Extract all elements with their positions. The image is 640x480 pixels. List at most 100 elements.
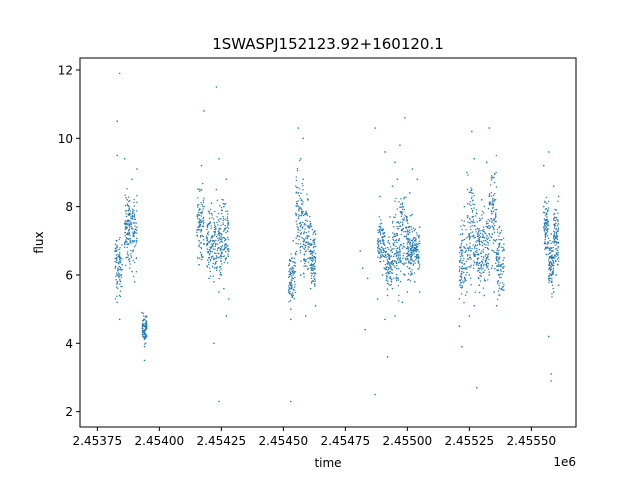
data-point xyxy=(126,256,128,259)
data-point xyxy=(494,213,497,216)
data-point xyxy=(302,272,305,275)
data-point xyxy=(475,241,477,243)
data-point xyxy=(215,269,218,272)
plot-frame xyxy=(79,57,577,428)
data-point xyxy=(128,208,130,211)
data-point xyxy=(143,345,146,348)
data-point xyxy=(416,254,418,257)
data-point xyxy=(473,237,475,239)
data-point xyxy=(131,242,133,244)
data-point xyxy=(197,217,199,220)
data-point xyxy=(397,254,399,256)
data-point xyxy=(128,243,130,245)
data-point xyxy=(288,264,290,267)
data-point xyxy=(296,186,298,189)
data-point xyxy=(546,216,548,218)
data-point xyxy=(478,220,481,222)
data-point xyxy=(136,232,138,234)
data-point xyxy=(501,273,503,275)
data-point xyxy=(555,222,557,224)
data-point xyxy=(411,269,413,271)
data-point xyxy=(470,284,472,286)
data-point xyxy=(459,284,461,286)
data-point xyxy=(380,228,382,230)
data-point xyxy=(475,215,477,217)
data-point xyxy=(495,220,497,223)
data-point xyxy=(470,220,473,223)
data-point xyxy=(557,200,559,203)
data-point xyxy=(133,222,136,224)
data-point xyxy=(545,232,548,234)
data-point xyxy=(216,260,218,263)
data-point xyxy=(397,251,400,253)
data-point xyxy=(383,250,385,252)
data-point xyxy=(309,267,312,269)
data-point xyxy=(492,194,495,196)
data-point xyxy=(478,277,480,280)
data-point xyxy=(310,258,312,260)
data-point xyxy=(549,274,552,276)
data-point xyxy=(133,246,136,248)
data-point xyxy=(293,261,296,264)
data-point xyxy=(225,238,227,240)
data-point xyxy=(400,198,402,200)
data-point xyxy=(114,298,117,300)
data-point xyxy=(290,400,292,403)
data-point xyxy=(219,241,221,244)
data-point xyxy=(396,277,399,280)
data-point xyxy=(487,262,490,265)
data-point xyxy=(551,278,553,280)
data-point xyxy=(408,225,411,228)
data-point xyxy=(484,255,486,257)
data-point xyxy=(479,252,482,254)
data-point xyxy=(395,276,398,278)
data-point xyxy=(225,210,227,213)
data-point xyxy=(314,265,316,267)
data-point xyxy=(469,222,471,224)
data-point xyxy=(379,232,382,234)
data-point xyxy=(391,272,394,274)
data-point xyxy=(480,272,482,275)
data-point xyxy=(293,271,295,273)
data-point xyxy=(199,251,202,254)
data-point xyxy=(476,212,478,215)
data-point xyxy=(468,266,471,268)
data-point xyxy=(382,228,385,230)
data-point xyxy=(546,235,549,237)
data-point xyxy=(208,256,211,259)
data-point xyxy=(222,255,225,258)
data-point xyxy=(133,216,135,218)
data-point xyxy=(556,249,559,252)
data-point xyxy=(302,214,305,217)
data-point xyxy=(403,262,405,264)
data-point xyxy=(405,226,407,229)
data-point xyxy=(460,282,462,284)
data-point xyxy=(226,226,228,228)
data-point xyxy=(210,202,213,205)
data-point xyxy=(474,247,476,249)
data-point xyxy=(300,192,302,194)
data-point xyxy=(462,224,464,226)
data-point xyxy=(551,249,553,252)
data-point xyxy=(384,263,387,266)
data-point xyxy=(125,219,127,222)
data-point xyxy=(133,230,136,232)
data-point xyxy=(467,236,469,238)
data-point xyxy=(303,254,306,256)
data-point xyxy=(303,244,306,246)
data-point xyxy=(302,201,304,203)
data-point xyxy=(400,215,403,217)
data-point xyxy=(222,199,225,201)
data-point xyxy=(313,265,315,268)
data-point xyxy=(395,235,397,237)
data-point xyxy=(310,252,313,255)
data-point xyxy=(544,228,547,230)
data-point xyxy=(553,238,556,241)
data-point xyxy=(298,208,300,211)
data-point xyxy=(125,223,127,225)
data-point xyxy=(478,262,481,265)
data-point xyxy=(133,201,135,204)
data-point xyxy=(552,291,555,293)
data-point xyxy=(200,253,203,256)
data-point xyxy=(119,274,122,277)
